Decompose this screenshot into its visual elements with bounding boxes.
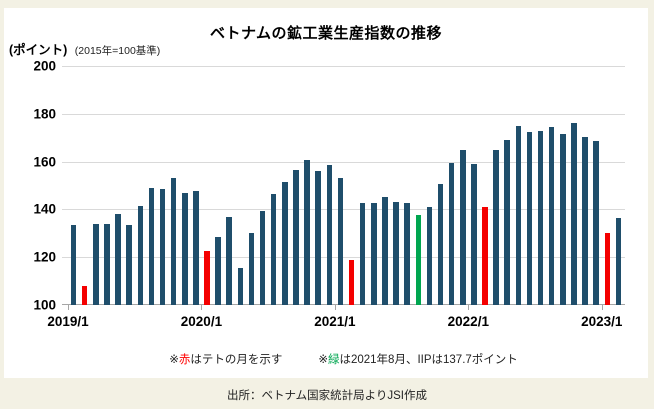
footnotes: ※赤はテトの月を示す ※緑は2021年8月、IIPは137.7ポイント xyxy=(62,351,625,367)
x-axis-tick-2022/1 xyxy=(468,305,470,310)
bar-2022/3 xyxy=(493,149,499,305)
bar-2022/12 xyxy=(593,141,599,305)
bar-2019/8 xyxy=(148,187,155,305)
x-axis-tick-2021/1 xyxy=(334,305,336,310)
bar-2020/7 xyxy=(270,193,277,305)
bar-2021/10 xyxy=(437,184,444,305)
bar-2021/11 xyxy=(448,162,455,305)
y-axis-unit-label: (ポイント) xyxy=(9,43,68,57)
x-axis-tick-label-2021/1: 2021/1 xyxy=(314,314,356,329)
bar-2022/8 xyxy=(548,126,555,305)
y-axis-units: (ポイント) (2015年=100基準) xyxy=(9,39,160,59)
footnote-tet-prefix: ※ xyxy=(169,354,179,366)
bar-2022/2 xyxy=(482,207,488,305)
footnote-tet: ※赤はテトの月を示す xyxy=(169,351,282,367)
bar-2021/8 xyxy=(415,214,422,305)
x-axis-tick-label-2023/1: 2023/1 xyxy=(581,314,623,329)
bar-2019/4 xyxy=(104,223,110,305)
bar-2022/11 xyxy=(582,136,588,305)
footnote-green: ※緑は2021年8月、IIPは137.7ポイント xyxy=(318,351,517,367)
bar-2020/3 xyxy=(226,216,232,305)
x-axis-tick-label-2019/1: 2019/1 xyxy=(47,314,89,329)
x-axis-tick-2020/1 xyxy=(201,305,203,310)
x-axis-tick-2023/1 xyxy=(601,305,603,310)
x-axis-line xyxy=(62,304,625,305)
bar-2019/9 xyxy=(159,189,166,305)
bar-2021/4 xyxy=(371,203,377,305)
bar-2022/9 xyxy=(560,134,566,305)
bar-2023/2 xyxy=(615,217,622,305)
bar-2019/12 xyxy=(193,191,199,305)
bar-2019/1 xyxy=(70,224,77,305)
footnote-green-rest: は2021年8月、IIPは137.7ポイント xyxy=(339,354,518,366)
bar-2021/9 xyxy=(426,207,433,305)
bar-2021/1 xyxy=(337,178,344,305)
bar-2020/1 xyxy=(204,251,210,305)
bar-2019/2 xyxy=(81,285,88,305)
bar-2020/6 xyxy=(259,210,266,305)
chart-title: ベトナムの鉱工業生産指数の推移 xyxy=(209,25,443,42)
bar-2020/5 xyxy=(248,233,255,305)
gridline-140 xyxy=(62,209,625,211)
bar-2022/10 xyxy=(571,123,577,305)
bar-2020/2 xyxy=(215,236,221,305)
footnote-tet-rest: はテトの月を示す xyxy=(190,354,283,366)
bar-2021/12 xyxy=(460,149,466,305)
bar-2022/4 xyxy=(504,140,510,305)
y-axis-tick-label-180: 180 xyxy=(33,106,56,122)
bar-2020/4 xyxy=(237,267,244,305)
footnote-green-highlight: 緑 xyxy=(327,354,340,366)
x-axis-tick-2019/1 xyxy=(68,305,69,310)
bar-2020/10 xyxy=(304,160,310,305)
source-caption: 出所：ベトナム国家統計局よりJSI作成 xyxy=(226,390,428,402)
bar-2021/7 xyxy=(404,203,410,305)
y-axis-basis-label: (2015年=100基準) xyxy=(74,45,161,57)
bar-2020/9 xyxy=(293,169,299,305)
bar-2021/3 xyxy=(359,203,366,305)
bar-2019/5 xyxy=(115,214,121,305)
footnote-green-prefix: ※ xyxy=(318,354,328,366)
y-axis: 100 120 140 160 180 200 xyxy=(4,59,56,313)
bar-2022/1 xyxy=(471,164,477,305)
y-axis-tick-label-120: 120 xyxy=(33,249,56,265)
gridline-180 xyxy=(62,113,625,115)
bar-2019/3 xyxy=(93,223,99,305)
y-axis-tick-label-100: 100 xyxy=(33,297,56,313)
bar-2022/6 xyxy=(526,131,533,305)
bar-2021/6 xyxy=(393,202,399,305)
y-axis-tick-label-200: 200 xyxy=(33,58,56,74)
bar-2022/7 xyxy=(537,130,544,305)
bar-2022/5 xyxy=(515,125,522,305)
bar-2019/6 xyxy=(126,224,132,305)
y-axis-tick-label-140: 140 xyxy=(33,201,56,217)
footnote-tet-highlight: 赤 xyxy=(178,354,191,366)
bar-2020/12 xyxy=(326,165,333,305)
gridline-200 xyxy=(62,66,625,67)
plot-area xyxy=(62,66,625,310)
bar-2021/5 xyxy=(382,197,388,305)
bar-2020/8 xyxy=(282,181,288,305)
bar-2019/10 xyxy=(170,178,177,305)
bar-2021/2 xyxy=(348,259,355,305)
bar-2019/11 xyxy=(182,192,188,305)
chart-panel: ベトナムの鉱工業生産指数の推移 (ポイント) (2015年=100基準) 100… xyxy=(4,8,648,378)
bar-2019/7 xyxy=(137,205,144,305)
gridline-120 xyxy=(62,257,625,259)
x-axis: 2019/1 2020/1 2021/1 2022/1 2023/1 xyxy=(47,314,625,334)
x-axis-tick-label-2022/1: 2022/1 xyxy=(447,314,489,329)
bar-2023/1 xyxy=(604,233,611,305)
bar-2020/11 xyxy=(315,171,321,305)
gridline-160 xyxy=(62,161,625,163)
x-axis-tick-label-2020/1: 2020/1 xyxy=(180,314,223,329)
y-axis-tick-label-160: 160 xyxy=(33,154,56,170)
